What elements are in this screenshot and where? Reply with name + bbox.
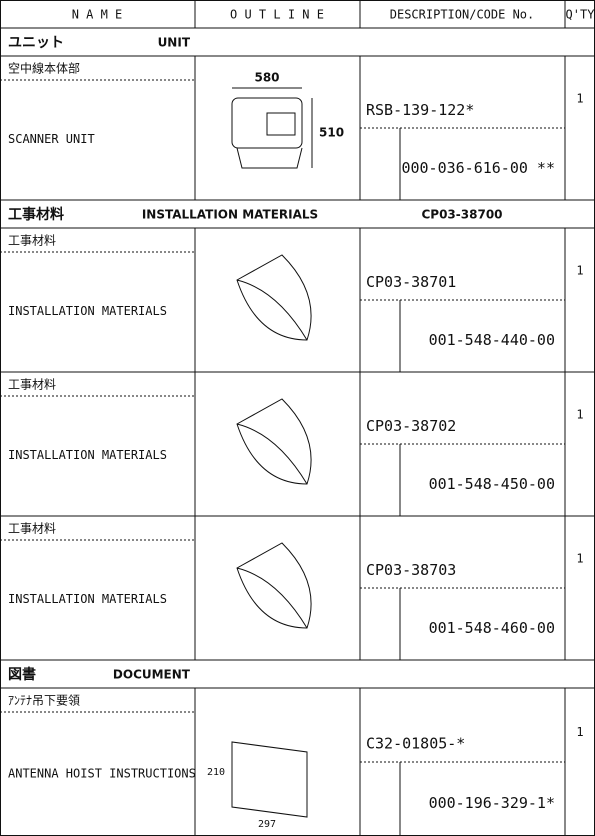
item-code: 001-548-450-00 [429,475,555,493]
item-code: 001-548-460-00 [429,619,555,637]
item-code: 001-548-440-00 [429,331,555,349]
type-code: RSB-139-122* [366,101,474,119]
header-outline: O U T L I N E [230,8,324,22]
scanner-body [231,97,303,149]
section-band [0,659,595,689]
header-qty: Q'TY [566,8,595,22]
dim-label: 210 [207,767,225,778]
section-title-en: DOCUMENT [113,668,191,682]
section-code: CP03-38700 [421,208,502,222]
item-code: 000-196-329-1* [429,794,555,812]
section-title-jp: ユニット [8,35,64,51]
item-name-jp: 工事材料 [8,234,56,248]
header-description: DESCRIPTION/CODE No. [390,8,535,22]
section-title-jp: 図書 [8,666,36,683]
dim-label: 580 [254,71,279,85]
bag [236,398,312,485]
type-code: C32-01805-* [366,735,465,753]
section-title-en: INSTALLATION MATERIALS [142,208,318,222]
dim-label: 510 [319,126,344,140]
section-band [0,27,595,57]
scanner-window [266,112,296,136]
bag [236,542,312,629]
item-name-en: INSTALLATION MATERIALS [8,304,167,318]
type-code: CP03-38703 [366,561,456,579]
item-name-jp: 工事材料 [8,378,56,392]
item-name-jp: 空中線本体部 [8,61,80,76]
item-name-en: SCANNER UNIT [8,132,95,146]
document-sheet [231,741,308,818]
section-title-jp: 工事材料 [8,206,64,223]
item-name-en: INSTALLATION MATERIALS [8,448,167,462]
item-code: 000-036-616-00 ** [401,159,555,177]
qty: 1 [576,264,583,278]
header-name: N A M E [72,8,123,22]
qty: 1 [576,92,583,106]
item-name-jp: ｱﾝﾃﾅ吊下要領 [8,693,80,708]
qty: 1 [576,552,583,566]
item-name-en: ANTENNA HOIST INSTRUCTIONS [8,766,196,780]
item-name-jp: 工事材料 [8,522,56,536]
section-title-en: UNIT [158,36,191,50]
qty: 1 [576,725,583,739]
bag [236,254,312,341]
item-name-en: INSTALLATION MATERIALS [8,592,167,606]
qty: 1 [576,408,583,422]
type-code: CP03-38701 [366,273,456,291]
scanner-base [236,147,303,169]
dim-label: 297 [258,819,276,830]
type-code: CP03-38702 [366,417,456,435]
